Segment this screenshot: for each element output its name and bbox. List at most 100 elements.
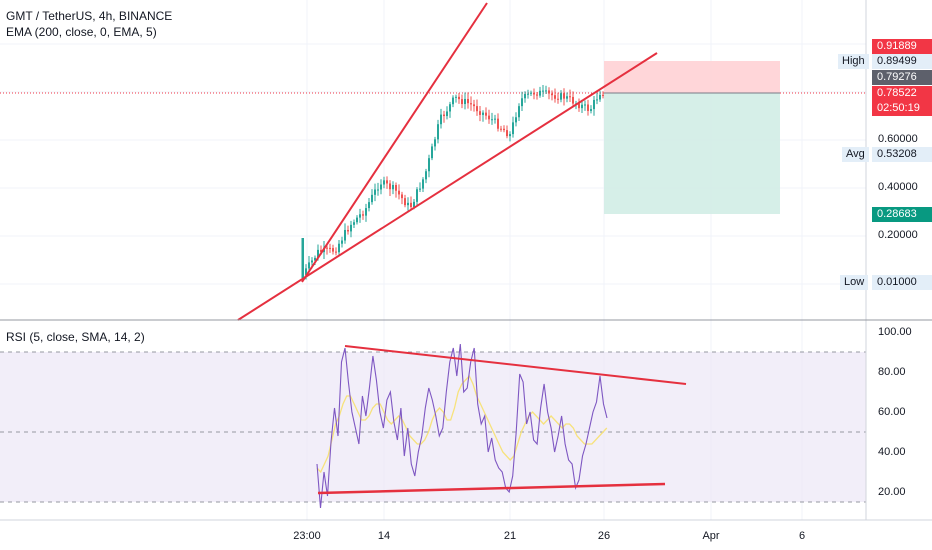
candle-body xyxy=(356,217,358,223)
avg-label: Avg xyxy=(842,147,869,162)
price-tick: 0.60000 xyxy=(878,133,918,145)
candle-body xyxy=(440,114,442,125)
rsi-lower-trendline xyxy=(317,482,666,495)
candle-body xyxy=(395,184,397,191)
rsi-tick: 80.00 xyxy=(878,366,906,378)
candle-body xyxy=(602,94,604,96)
candle-body xyxy=(407,202,409,206)
chart-title: GMT / TetherUS, 4h, BINANCE xyxy=(6,9,173,23)
candle-body xyxy=(404,198,406,206)
ema-indicator-label[interactable]: EMA (200, close, 0, EMA, 5) xyxy=(6,25,157,39)
time-tick: 26 xyxy=(597,530,611,542)
candle-body xyxy=(593,99,595,110)
candle-body xyxy=(410,202,412,208)
candle-body xyxy=(389,183,391,190)
candle-body xyxy=(434,139,436,147)
axes xyxy=(0,0,932,521)
candle-body xyxy=(551,93,553,96)
time-tick: 14 xyxy=(377,530,391,542)
candle-body xyxy=(539,90,541,96)
candle-body xyxy=(545,90,547,92)
ema-value-tag: 0.79276 xyxy=(872,70,932,85)
candle-body xyxy=(464,98,466,105)
candle-body xyxy=(365,208,367,216)
candle-body xyxy=(557,98,559,100)
candle-body xyxy=(362,214,364,216)
candle-body xyxy=(461,99,463,105)
candle-body xyxy=(473,104,475,107)
time-tick: 6 xyxy=(798,530,806,542)
candle-body xyxy=(353,222,355,225)
candle-body xyxy=(344,229,346,241)
candle-body xyxy=(374,189,376,195)
candle-body xyxy=(569,96,571,98)
candle-body xyxy=(446,111,448,117)
candle-body xyxy=(479,111,481,115)
candles xyxy=(301,84,604,280)
candle-body xyxy=(359,214,361,218)
candle-body xyxy=(452,97,454,105)
candle-body xyxy=(578,103,580,109)
candle-body xyxy=(428,158,430,172)
candle-body xyxy=(548,90,550,94)
candle-body xyxy=(518,106,520,118)
candle-body xyxy=(431,146,433,159)
target-top-tag: 0.91889 xyxy=(872,39,932,54)
candle-body xyxy=(509,134,511,137)
candle-body xyxy=(392,184,394,190)
stop-target-tag: 0.28683 xyxy=(872,207,932,222)
avg-value: 0.53208 xyxy=(872,147,932,162)
candle-body xyxy=(560,93,562,100)
candle-body xyxy=(443,114,445,117)
candle-body xyxy=(416,189,418,202)
candle-body xyxy=(386,180,388,184)
candle-body xyxy=(536,94,538,96)
risk-zone xyxy=(604,61,780,93)
candle-body xyxy=(371,194,373,203)
candle-body xyxy=(320,249,322,253)
candle-body xyxy=(305,268,307,275)
candle-body xyxy=(566,96,568,99)
candle-body xyxy=(581,104,583,109)
candle-body xyxy=(401,194,403,199)
candle-body xyxy=(503,128,505,131)
candle-body xyxy=(482,112,484,115)
rsi-indicator-label[interactable]: RSI (5, close, SMA, 14, 2) xyxy=(6,330,145,344)
low-label: Low xyxy=(840,275,869,290)
candle-body xyxy=(422,179,424,189)
candle-body xyxy=(308,262,310,269)
position-zones xyxy=(604,61,780,214)
candle-body xyxy=(584,104,586,106)
time-tick: 23:00 xyxy=(293,530,321,542)
rsi-tick: 60.00 xyxy=(878,406,906,418)
time-tick: 21 xyxy=(503,530,517,542)
rsi-tick: 20.00 xyxy=(878,486,906,498)
candle-body xyxy=(524,94,526,99)
candle-body xyxy=(512,122,514,135)
price-tick: 0.40000 xyxy=(878,181,918,193)
candle-body xyxy=(500,128,502,130)
candle-body xyxy=(301,238,304,278)
rsi-tick: 40.00 xyxy=(878,446,906,458)
candle-body xyxy=(383,180,385,185)
candle-body xyxy=(311,260,313,263)
candle-body xyxy=(338,243,340,253)
candle-body xyxy=(530,92,532,94)
candle-body xyxy=(554,95,556,99)
candle-body xyxy=(317,249,319,258)
candle-body xyxy=(587,104,589,111)
candle-body xyxy=(494,118,496,120)
candle-body xyxy=(380,184,382,190)
time-tick: Apr xyxy=(702,530,720,542)
candle-body xyxy=(599,94,601,100)
trendlines xyxy=(237,2,658,321)
candle-body xyxy=(350,224,352,232)
candle-body xyxy=(485,112,487,116)
candle-body xyxy=(368,202,370,209)
lower-trendline xyxy=(237,52,658,321)
upper-trendline xyxy=(301,2,488,283)
candle-body xyxy=(590,109,592,111)
candle-body xyxy=(476,106,478,112)
candle-body xyxy=(572,96,574,104)
